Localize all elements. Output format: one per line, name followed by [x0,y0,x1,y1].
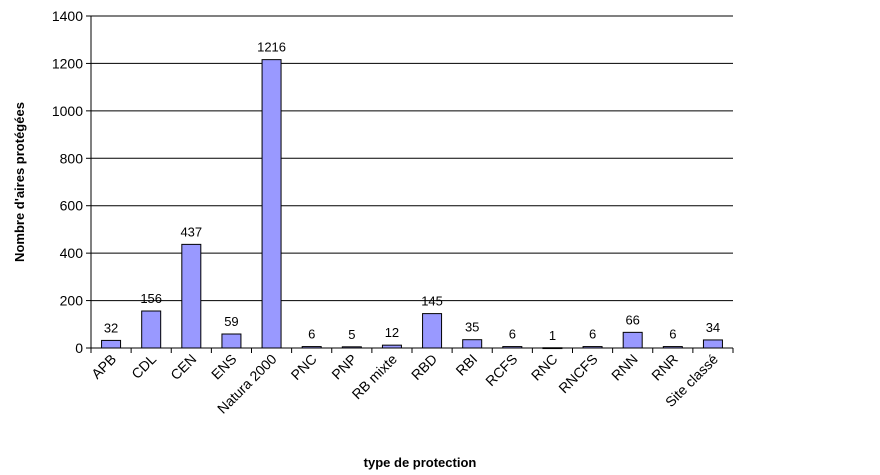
bar [101,339,122,349]
x-tick-label: RBD [408,351,440,383]
x-tick-label: RCFS [482,351,520,389]
data-label: 6 [589,327,596,342]
bars [101,59,723,350]
data-label: 34 [706,320,720,335]
y-tick-label: 1000 [52,103,83,119]
y-axis-title: Nombre d'aires protégées [12,102,27,262]
bar [622,331,643,349]
y-tick-label: 400 [60,245,84,261]
x-tick-label: PNP [328,351,360,383]
y-tick-labels: 0 200 400 600 800 1000 1200 1400 [52,8,83,356]
x-tick-label: RNR [648,351,681,384]
x-axis-title: type de protection [364,455,477,470]
y-tick-label: 1200 [52,55,83,71]
axes [86,15,734,353]
data-label: 35 [465,320,479,335]
x-tick-label: RNC [528,351,561,384]
y-tick-label: 800 [60,150,84,166]
y-tick-label: 1400 [52,8,83,24]
data-label: 145 [421,294,443,309]
bar [221,333,242,349]
x-tick-label: PNC [288,351,320,383]
data-label: 32 [104,320,118,335]
bar [261,59,282,349]
x-tick-label: RBI [452,351,480,379]
bar [462,339,483,349]
x-tick-label: CDL [128,351,159,382]
y-tick-label: 200 [60,293,84,309]
x-tick-label: CEN [167,351,199,383]
bar [702,339,723,349]
bar [141,310,162,349]
x-tick-label: APB [88,351,119,382]
x-tick-label: RB mixte [349,351,401,403]
data-label: 12 [385,325,399,340]
data-label: 5 [348,327,355,342]
x-tick-label: ENS [208,351,240,383]
x-tick-label: RNN [608,351,641,384]
data-label: 6 [509,327,516,342]
data-label: 59 [224,314,238,329]
bar [181,243,202,349]
y-tick-label: 600 [60,198,84,214]
bar [422,313,443,349]
data-label: 1 [549,328,556,343]
data-label: 66 [625,312,639,327]
data-label: 6 [308,327,315,342]
data-label: 1216 [257,40,286,55]
y-tick-label: 0 [75,340,83,356]
data-label: 156 [140,291,162,306]
x-tick-label: RNCFS [555,351,600,396]
data-label: 437 [180,224,202,239]
data-label: 6 [669,327,676,342]
